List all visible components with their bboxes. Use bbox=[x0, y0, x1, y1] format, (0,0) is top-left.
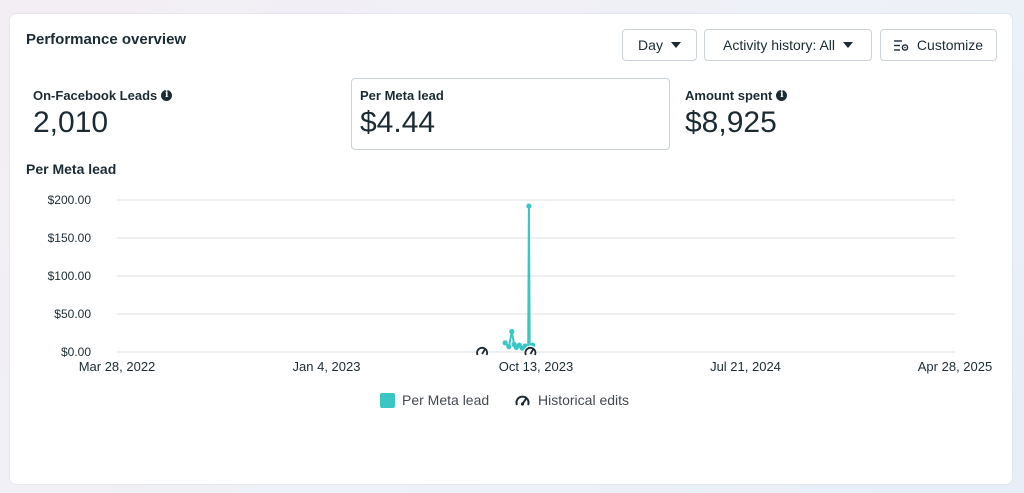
legend-label: Per Meta lead bbox=[402, 392, 490, 408]
per-meta-lead-chart: $0.00 $50.00 $100.00 $150.00 $200.00 Mar 28, … bbox=[48, 193, 993, 374]
x-tick-label: Jan 4, 2023 bbox=[293, 359, 361, 374]
metric-label: Per Meta lead bbox=[360, 88, 444, 103]
info-icon[interactable]: i bbox=[776, 90, 788, 101]
series-line-per-meta-lead bbox=[504, 206, 534, 350]
x-tick-label: Jul 21, 2024 bbox=[710, 359, 781, 374]
activity-history-dropdown[interactable]: Activity history: All bbox=[704, 29, 872, 61]
y-tick-label: $200.00 bbox=[48, 193, 92, 207]
y-tick-label: $150.00 bbox=[48, 231, 92, 245]
day-dropdown-label: Day bbox=[638, 37, 663, 53]
legend-historical-edits[interactable]: Historical edits bbox=[514, 392, 629, 408]
legend-swatch bbox=[380, 392, 395, 408]
metric-value: 2,010 bbox=[33, 106, 109, 139]
customize-button[interactable]: Customize bbox=[880, 29, 997, 61]
metric-value: $4.44 bbox=[360, 106, 436, 139]
legend-label: Historical edits bbox=[538, 392, 630, 408]
metric-value: $8,925 bbox=[685, 106, 777, 139]
performance-overview-card: Performance overview Day Activity histor… bbox=[10, 14, 1012, 484]
historical-edit-marker[interactable] bbox=[475, 345, 489, 359]
customize-label: Customize bbox=[916, 37, 984, 53]
legend-per-meta-lead[interactable]: Per Meta lead bbox=[380, 392, 489, 408]
metric-on-facebook-leads[interactable]: On-Facebook Leads i 2,010 bbox=[33, 78, 333, 150]
card-title: Performance overview bbox=[26, 31, 187, 48]
y-tick-label: $100.00 bbox=[48, 269, 92, 283]
day-dropdown[interactable]: Day bbox=[622, 29, 697, 61]
caret-down-icon bbox=[670, 42, 681, 48]
metric-label: Amount spent bbox=[685, 88, 773, 103]
data-point bbox=[509, 328, 515, 335]
y-tick-label: $0.00 bbox=[61, 345, 91, 359]
data-point bbox=[506, 344, 512, 350]
metric-amount-spent[interactable]: Amount spent i $8,925 bbox=[685, 78, 985, 150]
metric-per-meta-lead[interactable]: Per Meta lead $4.44 bbox=[351, 78, 670, 150]
data-point bbox=[526, 203, 532, 209]
activity-history-label: Activity history: All bbox=[722, 37, 836, 53]
x-tick-label: Apr 28, 2025 bbox=[918, 359, 992, 374]
metric-label: On-Facebook Leads bbox=[33, 88, 158, 103]
info-icon[interactable]: i bbox=[161, 90, 173, 101]
chart-title: Per Meta lead bbox=[26, 161, 117, 177]
historical-edits-icon bbox=[515, 395, 530, 406]
x-tick-label: Oct 13, 2023 bbox=[499, 359, 573, 374]
historical-edit-marker[interactable] bbox=[523, 345, 537, 359]
data-point bbox=[502, 340, 508, 346]
customize-icon bbox=[893, 39, 909, 51]
caret-down-icon bbox=[843, 42, 854, 48]
x-tick-label: Mar 28, 2022 bbox=[79, 359, 156, 374]
y-tick-label: $50.00 bbox=[54, 307, 91, 321]
